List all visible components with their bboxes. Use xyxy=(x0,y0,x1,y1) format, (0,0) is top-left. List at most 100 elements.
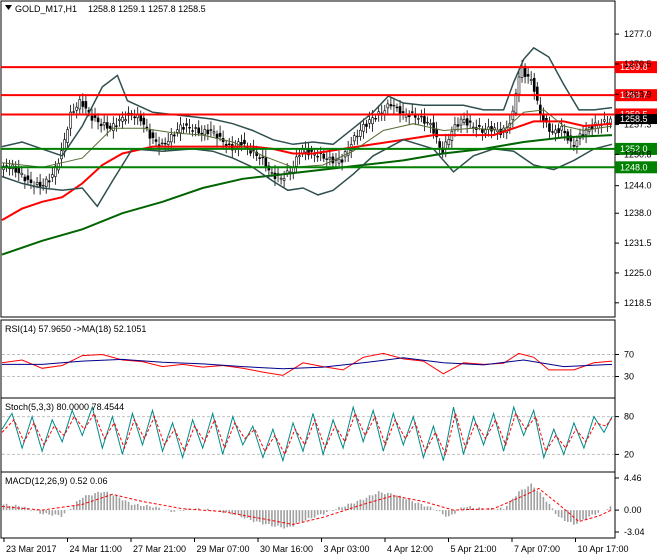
candle-body xyxy=(368,119,371,124)
candle-body xyxy=(99,123,103,127)
candle-body xyxy=(298,155,301,158)
candle-body xyxy=(603,119,606,122)
candle-body xyxy=(105,122,109,129)
price-tick-label: 1270.5 xyxy=(624,59,652,69)
candle-body xyxy=(554,129,557,134)
macd-label: MACD(12,26,9) 0.52 0.06 xyxy=(5,476,108,486)
candle-body xyxy=(133,116,136,119)
candle-body xyxy=(429,123,432,126)
candle-body xyxy=(121,116,124,122)
ma-slow-line xyxy=(1,134,613,256)
candle-body xyxy=(529,79,533,82)
price-tick-label: 1231.5 xyxy=(624,238,652,248)
candle-body xyxy=(23,176,27,182)
candle-body xyxy=(401,111,405,113)
candle-body xyxy=(191,130,194,132)
current-price-bg xyxy=(615,114,657,125)
candle-body xyxy=(38,181,42,187)
price-tick-label: 1277.0 xyxy=(624,29,652,39)
candle-body xyxy=(26,175,30,180)
price-tick-label: 1238.0 xyxy=(624,208,652,218)
candle-body xyxy=(166,140,170,145)
stoch-main-line xyxy=(1,405,613,463)
candle-body xyxy=(194,127,197,129)
candle-body xyxy=(426,121,429,124)
candle-body xyxy=(96,117,100,123)
candle-body xyxy=(526,74,530,77)
candle-body xyxy=(484,129,487,134)
candle-body xyxy=(185,123,188,126)
macd-signal-line xyxy=(1,487,613,526)
candle-body xyxy=(584,128,588,136)
candle-body xyxy=(54,165,57,177)
price-tick-label: 1250.8 xyxy=(624,149,652,159)
candle-body xyxy=(520,66,524,78)
price-tick-label: 1263.9 xyxy=(624,89,652,99)
candle-body xyxy=(90,115,94,121)
candle-body xyxy=(51,174,54,178)
candle-body xyxy=(176,129,179,133)
candle-body xyxy=(572,145,576,147)
candle-body xyxy=(258,157,262,159)
level-label: 1248.0 xyxy=(620,162,648,172)
candle-body xyxy=(462,119,466,123)
candle-body xyxy=(328,156,332,160)
candle-body xyxy=(69,111,72,129)
level-label-bg xyxy=(615,161,657,174)
candle-body xyxy=(179,124,182,134)
time-tick-label: 7 Apr 07:00 xyxy=(514,544,560,554)
time-tick-label: 5 Apr 21:00 xyxy=(451,544,497,554)
level-label: 1269.8 xyxy=(620,62,648,72)
candle-body xyxy=(264,157,268,168)
rsi-plot: 70 30 xyxy=(1,350,634,382)
candle-body xyxy=(365,123,368,127)
candle-body xyxy=(261,156,265,159)
candle-body xyxy=(423,116,426,124)
stoch-label: Stoch(5,3,3) 80.0000 78.4544 xyxy=(5,402,124,412)
stoch-tick-label: 20 xyxy=(624,449,634,459)
candle-body xyxy=(139,114,143,122)
candle-body xyxy=(209,129,213,131)
candle-body xyxy=(173,134,176,137)
candle-body xyxy=(163,142,167,145)
candle-body xyxy=(566,131,570,141)
macd-tick-label: 4.46 xyxy=(624,473,642,483)
candle-body xyxy=(112,123,115,132)
time-tick-label: 3 Apr 03:00 xyxy=(324,544,370,554)
candle-body xyxy=(539,104,542,115)
candle-body xyxy=(310,149,313,152)
candle-body xyxy=(243,139,246,144)
price-tick-label: 1218.5 xyxy=(624,298,652,308)
macd-plot: 4.46 0.00 -3.04 xyxy=(1,473,645,537)
candle-body xyxy=(188,126,191,129)
collapse-triangle-icon[interactable] xyxy=(5,5,12,10)
stoch-signal-line xyxy=(1,411,613,456)
rsi-tick-label: 70 xyxy=(624,350,634,360)
rsi-line xyxy=(1,352,613,376)
current-price-label: 1258.5 xyxy=(620,114,648,124)
time-tick-label: 30 Mar 16:00 xyxy=(260,544,313,554)
candle-body xyxy=(371,117,374,125)
candle-body xyxy=(557,128,560,133)
price-plot xyxy=(1,46,613,256)
candle-body xyxy=(316,155,319,158)
candle-body xyxy=(444,141,448,150)
candle-body xyxy=(575,140,579,147)
candle-body xyxy=(108,125,112,129)
candle-body xyxy=(410,111,414,113)
candle-body xyxy=(29,179,33,183)
candle-body xyxy=(395,106,399,109)
stoch-plot: 80 20 xyxy=(1,405,634,463)
stoch-tick-label: 80 xyxy=(624,412,634,422)
time-tick-label: 23 Mar 2017 xyxy=(6,544,57,554)
candle-body xyxy=(47,180,51,183)
candle-body xyxy=(352,135,356,142)
candle-body xyxy=(93,115,97,118)
bollinger-upper-line xyxy=(1,46,613,157)
time-tick-label: 29 Mar 07:00 xyxy=(197,544,250,554)
candle-body xyxy=(386,103,390,109)
candle-body xyxy=(465,118,469,126)
candle-body xyxy=(17,167,21,174)
rsi-ma-line xyxy=(2,357,613,370)
